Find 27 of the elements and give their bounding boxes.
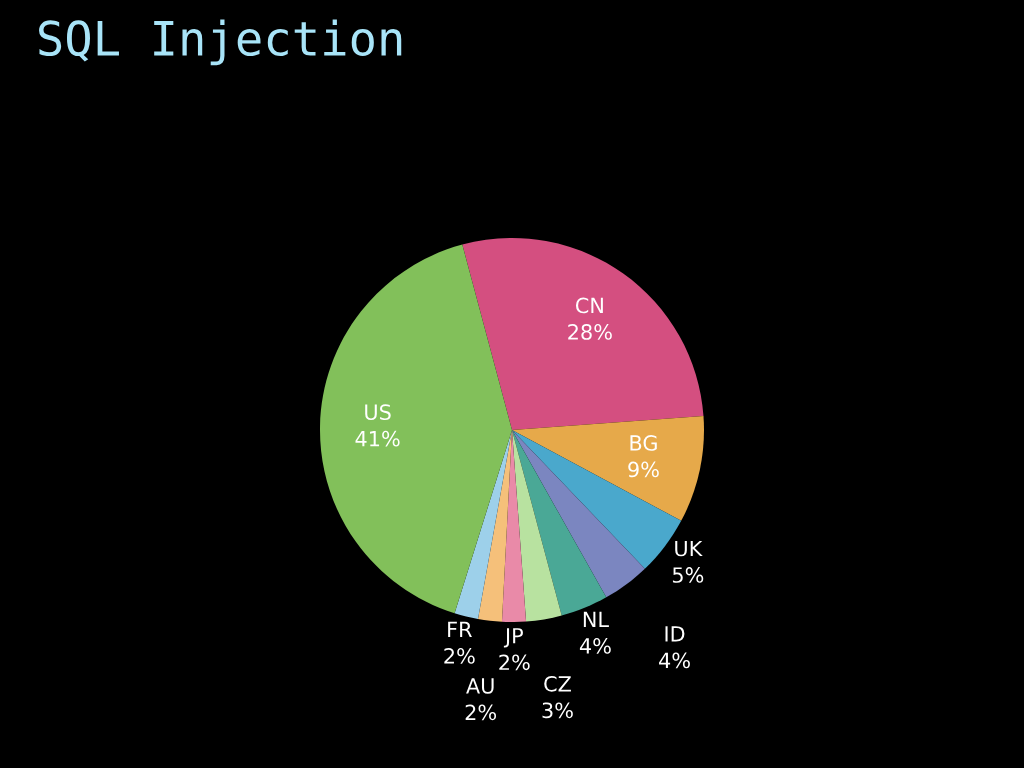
slice-label: US — [365, 404, 391, 421]
data-label: 4% — [659, 652, 690, 669]
data-label: 2% — [444, 648, 475, 664]
pie-slice — [462, 238, 704, 431]
slice-label: NL — [583, 611, 609, 628]
data-label: 9% — [628, 461, 659, 478]
data-label: 2% — [465, 704, 497, 721]
pie-slice — [320, 244, 512, 614]
slice-label: BG — [630, 435, 657, 451]
data-label: 5% — [672, 567, 704, 583]
pie-slice — [512, 416, 704, 521]
slice-label: AU — [466, 678, 494, 694]
slice-label: JP — [503, 628, 523, 648]
pie-slice — [478, 430, 512, 622]
slice-label: ID — [665, 626, 685, 642]
data-label: 2% — [499, 654, 530, 671]
pie-slice — [454, 430, 512, 620]
slice-label: UK — [675, 540, 703, 557]
slice-label: CN — [575, 297, 603, 314]
slice-label: CZ — [544, 675, 571, 692]
data-label: 41% — [355, 430, 400, 447]
slice-label: FR — [448, 621, 472, 638]
data-label: 4% — [579, 638, 611, 654]
data-label: 28% — [568, 324, 612, 340]
data-label: 3% — [542, 702, 573, 719]
chart-title: SQL Injection — [39, 19, 402, 66]
pie-slice — [512, 430, 562, 622]
